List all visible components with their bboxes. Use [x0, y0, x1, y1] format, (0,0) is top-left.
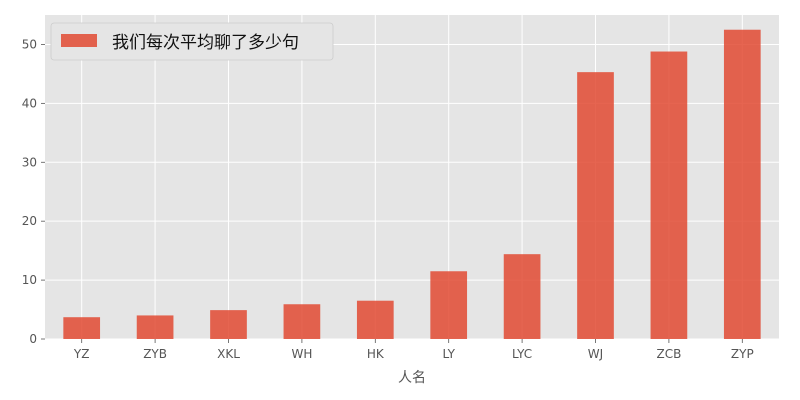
bar-ly [430, 271, 468, 339]
y-tick-label: 50 [22, 37, 37, 51]
legend-label: 我们每次平均聊了多少句 [112, 33, 299, 53]
bars [63, 29, 761, 340]
bar-yz [63, 317, 101, 339]
x-tick-label: LYC [512, 347, 532, 361]
x-axis-ticks: YZ ZYB XKL WH HK LY LYC WJ ZCB ZYP [73, 339, 754, 361]
bar-lyc [503, 254, 541, 339]
y-tick-label: 30 [22, 155, 37, 169]
bar-wj [577, 72, 614, 339]
x-tick-label: ZCB [656, 347, 681, 361]
y-tick-label: 10 [22, 273, 37, 287]
bar-xkl [210, 310, 247, 339]
y-tick-label: 20 [22, 214, 37, 228]
bar-zyb [136, 315, 174, 339]
x-tick-label: HK [367, 347, 385, 361]
x-tick-label: WH [291, 347, 312, 361]
bar-zcb [650, 51, 688, 340]
legend: 我们每次平均聊了多少句 [50, 22, 334, 61]
y-axis-ticks: 0 10 20 30 40 50 [22, 37, 45, 346]
x-tick-label: WJ [588, 347, 603, 361]
bar-wh [283, 304, 321, 339]
y-tick-label: 40 [22, 96, 37, 110]
x-axis-label: 人名 [398, 370, 426, 386]
x-tick-label: ZYP [731, 347, 754, 361]
bar-zyp [723, 29, 761, 340]
x-tick-label: ZYB [143, 347, 167, 361]
y-tick-label: 0 [29, 332, 37, 346]
x-tick-label: XKL [217, 347, 240, 361]
legend-swatch [61, 34, 97, 47]
x-tick-label: YZ [73, 347, 90, 361]
x-tick-label: LY [442, 347, 455, 361]
legend-box [50, 22, 334, 61]
bar-hk [356, 300, 394, 339]
